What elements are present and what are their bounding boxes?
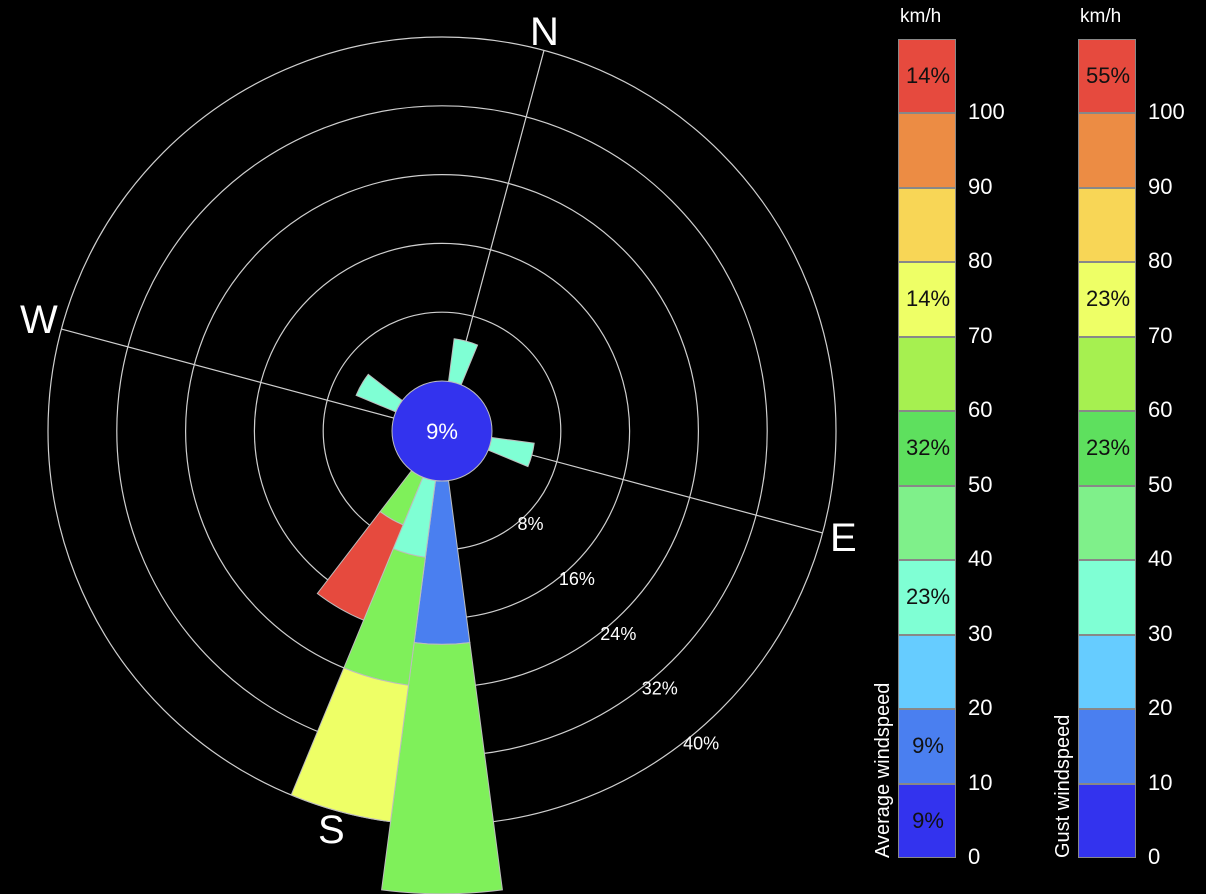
scale-0-bin-4: [898, 485, 956, 560]
cardinal-east: E: [830, 516, 857, 560]
calm-label: 9%: [426, 419, 458, 444]
scale-1-tick-2: 20: [1148, 695, 1173, 720]
scale-0-bin-7-label: 14%: [905, 286, 951, 312]
wedge-2-segment-0: [355, 373, 404, 413]
wedge-5-segment-1: [316, 510, 404, 621]
cardinal-north: N: [530, 10, 559, 54]
scale-0-tick-9: 90: [968, 173, 993, 199]
scale-0-tick-3: 30: [968, 620, 993, 646]
scale-1-tick-9: 90: [1148, 173, 1173, 199]
scale-1-bin-1: [1078, 709, 1136, 784]
cardinal-west: W: [20, 298, 58, 342]
wedge-0-segment-0: [447, 338, 479, 386]
scale-0-bin-2: [898, 634, 956, 709]
scale-0-bin-9: [898, 113, 956, 188]
ring-label-1: 16%: [559, 569, 595, 589]
scale-1-tick-5: 50: [1148, 471, 1173, 497]
scale-0-bin-10-label: 14%: [905, 62, 951, 88]
scale-0-bin-7: [898, 262, 956, 337]
scale-1-bin-5-label: 23%: [1085, 435, 1131, 461]
scale-0-tick-2: 20: [968, 695, 993, 720]
spoke-3: [61, 328, 443, 432]
ring-label-4: 40%: [683, 734, 719, 754]
scale-1-bin-6: [1078, 336, 1136, 411]
gust-windspeed-title: Gust windspeed: [1052, 714, 1074, 858]
scale-1-tick-8: 80: [1148, 248, 1173, 273]
scale-1-tick-1: 10: [1148, 769, 1173, 795]
ring-label-2: 24%: [600, 624, 636, 644]
scale-1-tick-6: 60: [1148, 397, 1173, 422]
calm-circle: [391, 380, 493, 482]
scale-0-bin-10: [898, 38, 956, 113]
scale-0-bin-0-label: 9%: [912, 807, 944, 833]
scale-0-bin-0: [898, 783, 956, 858]
scale-1-bin-4: [1078, 485, 1136, 560]
wedge-1-segment-0: [487, 436, 535, 468]
scale-1-bin-8: [1078, 187, 1136, 262]
average-windspeed-title: Average windspeed: [872, 682, 894, 858]
wedge-4-segment-2: [290, 667, 410, 823]
scale-1-bin-7: [1078, 262, 1136, 337]
scale-0-tick-5: 50: [968, 471, 993, 497]
ring-labels-group: 8% 16% 24% 32% 40%: [517, 514, 719, 754]
scale-0-tick-0: 0: [968, 844, 981, 869]
scale-0-tick-10: 100: [968, 99, 1005, 124]
gust-scale-unit: km/h: [1080, 6, 1122, 27]
scale-0-bin-3-label: 23%: [905, 584, 951, 610]
scale-0-bin-1-label: 9%: [912, 733, 944, 759]
scale-0-tick-4: 40: [968, 546, 993, 571]
ring-label-0: 8%: [517, 514, 543, 534]
scale-1-tick-10: 100: [1148, 99, 1185, 124]
scale-0-tick-1: 10: [968, 769, 993, 795]
scale-1-tick-7: 70: [1148, 322, 1173, 348]
scale-0-tick-7: 70: [968, 322, 993, 348]
wedge-3-segment-1: [381, 642, 503, 894]
scale-0-tick-8: 80: [968, 248, 993, 273]
avg-scale-unit: km/h: [900, 6, 942, 27]
scale-0-bin-5: [898, 411, 956, 486]
scale-1-bin-7-label: 23%: [1085, 286, 1131, 312]
scale-1-tick-4: 40: [1148, 546, 1173, 571]
cardinal-south: S: [318, 808, 345, 852]
scale-1-bin-10-label: 55%: [1085, 62, 1131, 88]
scale-1-bin-0: [1078, 783, 1136, 858]
wedges-group: [290, 338, 535, 894]
scale-0-bin-8: [898, 187, 956, 262]
scale-1-bin-5: [1078, 411, 1136, 486]
scale-1-tick-0: 0: [1148, 844, 1161, 869]
scale-0-bin-3: [898, 560, 956, 635]
gust-windspeed-scale: 23% 23% 55% 0 10 20 30 40 50 60 70 80 90 100: [1078, 38, 1185, 869]
average-windspeed-scale: 9% 9% 23% 32% 14% 14% 0 10 20 30 40 50 60 70 80 90 100: [898, 38, 1005, 869]
scale-1-bin-3: [1078, 560, 1136, 635]
ring-label-3: 32%: [642, 679, 678, 699]
scale-0-bin-6: [898, 336, 956, 411]
wind-rose-chart: 9% 8% 16% 24% 32% 40%: [47, 36, 837, 894]
scale-1-bin-2: [1078, 634, 1136, 709]
scale-1-bin-10: [1078, 38, 1136, 113]
scale-0-tick-6: 60: [968, 397, 993, 422]
scale-1-tick-3: 30: [1148, 620, 1173, 646]
scale-0-bin-1: [898, 709, 956, 784]
scale-1-bin-9: [1078, 113, 1136, 188]
scale-0-bin-5-label: 32%: [905, 435, 951, 461]
